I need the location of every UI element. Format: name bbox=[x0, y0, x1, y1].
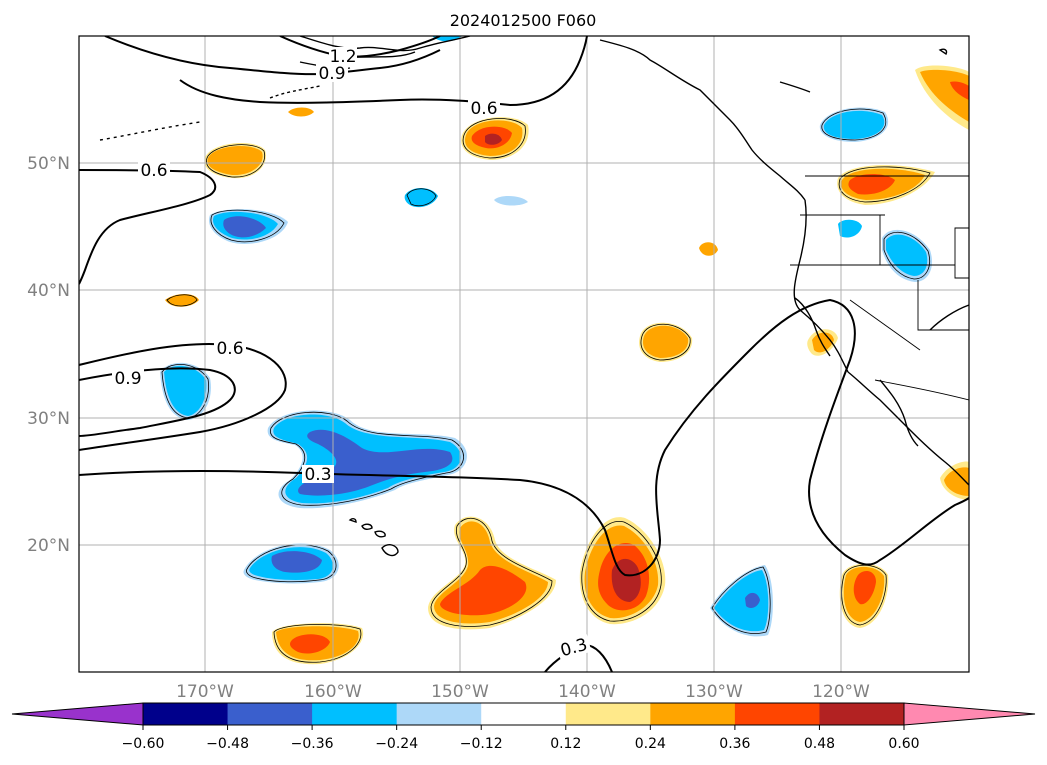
colorbar-extend-min bbox=[12, 703, 143, 725]
contour-label: 0.6 bbox=[470, 99, 497, 119]
lat-label: 50°N bbox=[27, 154, 70, 174]
map-title: 2024012500 F060 bbox=[450, 11, 597, 30]
map-area: 1.2 0.9 0.6 0.6 0.6 0.9 0.3 0.3 bbox=[79, 36, 969, 672]
lon-label: 140°W bbox=[558, 682, 616, 702]
colorbar-tick-label: 0.60 bbox=[888, 736, 919, 752]
lon-label: 170°W bbox=[176, 682, 234, 702]
contour-label: 0.6 bbox=[216, 339, 243, 359]
colorbar: −0.60 −0.48 −0.36 −0.24 −0.12 0.12 0.24 0.36 0.4… bbox=[11, 702, 1036, 752]
contour-label: 1.2 bbox=[329, 47, 356, 67]
colorbar-tick-label: 0.48 bbox=[804, 736, 835, 752]
map-frame bbox=[78, 35, 970, 673]
colorbar-tick-label: 0.36 bbox=[719, 736, 750, 752]
colorbar-cell bbox=[819, 703, 905, 725]
contour-label: 0.6 bbox=[140, 161, 167, 181]
contour-label: 0.3 bbox=[304, 465, 331, 485]
colorbar-tick-label: −0.36 bbox=[291, 736, 334, 752]
graticule bbox=[79, 36, 969, 672]
lon-label: 130°W bbox=[685, 682, 743, 702]
lat-label: 40°N bbox=[27, 281, 70, 301]
colorbar-tick-label: 0.12 bbox=[550, 736, 581, 752]
colorbar-tick-label: −0.60 bbox=[122, 736, 165, 752]
colorbar-cell bbox=[227, 703, 313, 725]
colorbar-cell bbox=[734, 703, 820, 725]
contours bbox=[79, 36, 969, 672]
borders bbox=[790, 175, 969, 401]
colorbar-cell bbox=[396, 703, 482, 725]
colorbar-tick-label: −0.48 bbox=[206, 736, 249, 752]
colorbar-tick-label: −0.12 bbox=[460, 736, 503, 752]
contour-label: 0.9 bbox=[114, 369, 141, 389]
colorbar-cell bbox=[650, 703, 736, 725]
colorbar-extend-max bbox=[904, 703, 1035, 725]
colorbar-cell bbox=[312, 703, 398, 725]
lat-label: 20°N bbox=[27, 536, 70, 556]
lon-label: 120°W bbox=[812, 682, 870, 702]
contour-label: 0.9 bbox=[318, 64, 345, 84]
anomaly-outlines bbox=[161, 108, 931, 663]
longitude-labels: 170°W 160°W 150°W 140°W 130°W 120°W bbox=[176, 682, 870, 702]
colorbar-tick-label: 0.24 bbox=[635, 736, 666, 752]
colorbar-tick-label: −0.24 bbox=[375, 736, 418, 752]
colorbar-cell bbox=[481, 703, 567, 725]
colorbar-cell bbox=[143, 703, 229, 725]
lat-label: 30°N bbox=[27, 409, 70, 429]
latitude-labels: 50°N 40°N 30°N 20°N bbox=[27, 154, 70, 556]
lon-label: 160°W bbox=[304, 682, 362, 702]
colorbar-cell bbox=[565, 703, 651, 725]
lon-label: 150°W bbox=[431, 682, 489, 702]
